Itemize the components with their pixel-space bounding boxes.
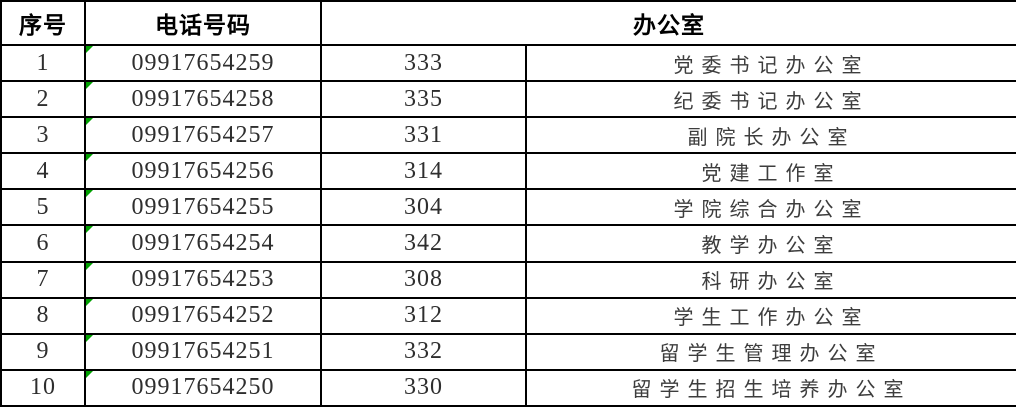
extension-cell[interactable]: 335 [320, 80, 527, 119]
header-row: 序号 电话号码 办公室 [0, 0, 1016, 46]
extension-cell[interactable]: 308 [320, 260, 527, 299]
office-cell[interactable]: 党建工作室 [525, 152, 1016, 191]
number-stored-as-text-triangle-icon [87, 119, 93, 126]
phone-cell[interactable]: 09917654257 [84, 116, 322, 155]
phone-value: 09917654253 [131, 266, 275, 293]
number-stored-as-text-triangle-icon [87, 155, 93, 162]
phone-value: 09917654254 [131, 230, 275, 257]
number-stored-as-text-triangle-icon [87, 227, 93, 234]
phone-cell[interactable]: 09917654250 [84, 368, 322, 407]
phone-cell[interactable]: 09917654259 [84, 43, 322, 83]
phone-cell[interactable]: 09917654258 [84, 80, 322, 119]
serial-cell[interactable]: 6 [0, 224, 86, 263]
extension-cell[interactable]: 332 [320, 332, 527, 371]
office-cell[interactable]: 学院综合办公室 [525, 188, 1016, 227]
serial-cell[interactable]: 2 [0, 80, 86, 119]
office-cell[interactable]: 学生工作办公室 [525, 296, 1016, 335]
office-cell[interactable]: 党委书记办公室 [525, 43, 1016, 83]
serial-cell[interactable]: 3 [0, 116, 86, 155]
phone-value: 09917654252 [131, 302, 275, 329]
extension-cell[interactable]: 330 [320, 368, 527, 407]
office-cell[interactable]: 教学办公室 [525, 224, 1016, 263]
phone-cell[interactable]: 09917654251 [84, 332, 322, 371]
header-office[interactable]: 办公室 [320, 0, 1016, 46]
phone-cell[interactable]: 09917654252 [84, 296, 322, 335]
phone-value: 09917654255 [131, 193, 275, 220]
number-stored-as-text-triangle-icon [87, 47, 93, 53]
table-row: 2 09917654258 335 纪委书记办公室 [0, 80, 1016, 119]
phone-value: 09917654258 [131, 85, 275, 112]
number-stored-as-text-triangle-icon [87, 371, 93, 378]
table-row: 9 09917654251 332 留学生管理办公室 [0, 332, 1016, 371]
phone-cell[interactable]: 09917654256 [84, 152, 322, 191]
extension-cell[interactable]: 314 [320, 152, 527, 191]
phone-value: 09917654251 [131, 338, 275, 365]
serial-cell[interactable]: 7 [0, 260, 86, 299]
serial-cell[interactable]: 5 [0, 188, 86, 227]
serial-cell[interactable]: 4 [0, 152, 86, 191]
table-body: 1 09917654259 333 党委书记办公室 2 09917654258 … [0, 43, 1016, 407]
serial-cell[interactable]: 1 [0, 43, 86, 83]
office-cell[interactable]: 留学生招生培养办公室 [525, 368, 1016, 407]
phone-value: 09917654250 [131, 374, 275, 401]
table-row: 10 09917654250 330 留学生招生培养办公室 [0, 368, 1016, 407]
office-cell[interactable]: 留学生管理办公室 [525, 332, 1016, 371]
number-stored-as-text-triangle-icon [87, 191, 93, 198]
phone-cell[interactable]: 09917654254 [84, 224, 322, 263]
number-stored-as-text-triangle-icon [87, 299, 93, 306]
table-row: 7 09917654253 308 科研办公室 [0, 260, 1016, 299]
serial-cell[interactable]: 8 [0, 296, 86, 335]
office-cell[interactable]: 纪委书记办公室 [525, 80, 1016, 119]
phone-value: 09917654257 [131, 121, 275, 148]
table-row: 1 09917654259 333 党委书记办公室 [0, 43, 1016, 83]
table-row: 4 09917654256 314 党建工作室 [0, 152, 1016, 191]
office-cell[interactable]: 科研办公室 [525, 260, 1016, 299]
office-cell[interactable]: 副院长办公室 [525, 116, 1016, 155]
number-stored-as-text-triangle-icon [87, 83, 93, 90]
table-row: 6 09917654254 342 教学办公室 [0, 224, 1016, 263]
phone-value: 09917654259 [131, 49, 275, 76]
header-phone[interactable]: 电话号码 [84, 0, 322, 46]
extension-cell[interactable]: 331 [320, 116, 527, 155]
extension-cell[interactable]: 312 [320, 296, 527, 335]
table-row: 8 09917654252 312 学生工作办公室 [0, 296, 1016, 335]
phone-value: 09917654256 [131, 157, 275, 184]
number-stored-as-text-triangle-icon [87, 263, 93, 270]
table-row: 5 09917654255 304 学院综合办公室 [0, 188, 1016, 227]
phone-cell[interactable]: 09917654255 [84, 188, 322, 227]
phone-cell[interactable]: 09917654253 [84, 260, 322, 299]
header-serial[interactable]: 序号 [0, 0, 86, 46]
serial-cell[interactable]: 10 [0, 368, 86, 407]
table-row: 3 09917654257 331 副院长办公室 [0, 116, 1016, 155]
extension-cell[interactable]: 333 [320, 43, 527, 83]
extension-cell[interactable]: 304 [320, 188, 527, 227]
extension-cell[interactable]: 342 [320, 224, 527, 263]
serial-cell[interactable]: 9 [0, 332, 86, 371]
number-stored-as-text-triangle-icon [87, 335, 93, 342]
